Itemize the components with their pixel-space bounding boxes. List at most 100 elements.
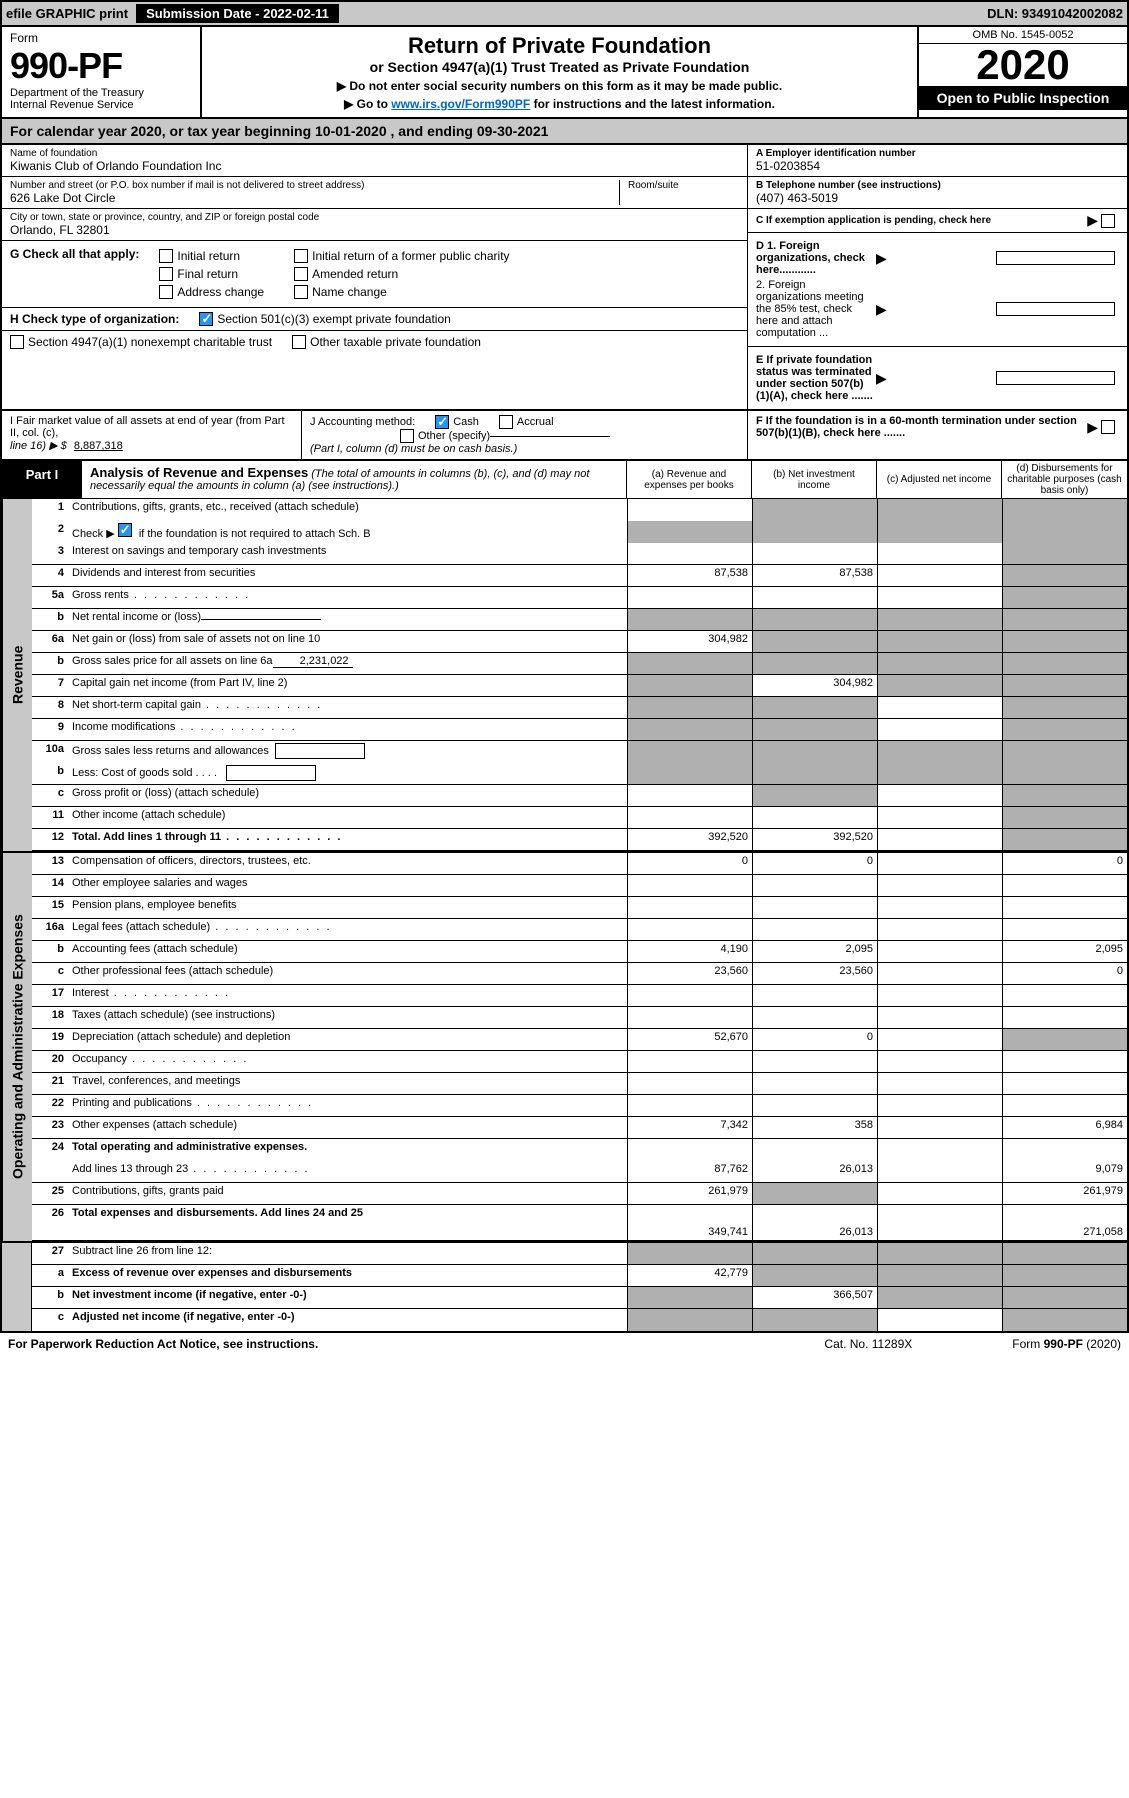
address-change-label: Address change — [177, 285, 264, 299]
ld: Total operating and administrative expen… — [68, 1139, 627, 1161]
cell: 7,342 — [627, 1117, 752, 1138]
amended-return-checkbox[interactable] — [294, 267, 308, 281]
cell: 52,670 — [627, 1029, 752, 1050]
cash-checkbox[interactable] — [435, 415, 449, 429]
ln: b — [32, 653, 68, 674]
status-terminated-checkbox[interactable] — [996, 371, 1115, 385]
foundation-name: Kiwanis Club of Orlando Foundation Inc — [10, 159, 739, 173]
ln: 8 — [32, 697, 68, 718]
tel-label: B Telephone number (see instructions) — [756, 180, 1119, 191]
sch-b-checkbox[interactable] — [118, 523, 132, 537]
part1-label: Part I — [2, 461, 82, 498]
ln: 18 — [32, 1007, 68, 1028]
ln: c — [32, 1309, 68, 1331]
l6b-d: Gross sales price for all assets on line… — [72, 655, 273, 667]
ln: 5a — [32, 587, 68, 608]
former-charity-label: Initial return of a former public charit… — [312, 249, 509, 263]
other-taxable-checkbox[interactable] — [292, 335, 306, 349]
cell: 2,095 — [1002, 941, 1127, 962]
ld: Other income (attach schedule) — [68, 807, 627, 828]
cell: 26,013 — [752, 1205, 877, 1240]
other-method-checkbox[interactable] — [400, 429, 414, 443]
accrual-checkbox[interactable] — [499, 415, 513, 429]
ln: b — [32, 763, 68, 784]
foreign-org-checkbox[interactable] — [996, 251, 1115, 265]
d1-label: D 1. Foreign organizations, check here..… — [756, 240, 873, 276]
l5b-d: Net rental income or (loss) — [72, 611, 201, 623]
fmv-value: 8,887,318 — [74, 440, 123, 452]
ln: 3 — [32, 543, 68, 564]
ln: a — [32, 1265, 68, 1286]
ln: 9 — [32, 719, 68, 740]
cell: 4,190 — [627, 941, 752, 962]
name-change-checkbox[interactable] — [294, 285, 308, 299]
line27-section: 27Subtract line 26 from line 12: aExcess… — [2, 1241, 1127, 1331]
form-title: Return of Private Foundation — [208, 33, 911, 59]
calendar-year-line: For calendar year 2020, or tax year begi… — [2, 119, 1127, 145]
form-ref: Form 990-PF (2020) — [1012, 1337, 1121, 1351]
l10b-d: Less: Cost of goods sold — [72, 767, 192, 779]
4947-checkbox[interactable] — [10, 335, 24, 349]
cell: 271,058 — [1002, 1205, 1127, 1240]
ln: 27 — [32, 1243, 68, 1264]
60month-checkbox[interactable] — [1101, 420, 1115, 434]
arrow-icon: ▶ — [876, 250, 993, 267]
cell: 2,095 — [752, 941, 877, 962]
cell: 0 — [1002, 853, 1127, 874]
initial-return-label: Initial return — [177, 249, 240, 263]
ld: Taxes (attach schedule) (see instruction… — [68, 1007, 627, 1028]
address-value: 626 Lake Dot Circle — [10, 191, 619, 205]
address-change-checkbox[interactable] — [159, 285, 173, 299]
l2-post: if the foundation is not required to att… — [136, 528, 371, 540]
col-c-header: (c) Adjusted net income — [877, 461, 1002, 498]
initial-return-checkbox[interactable] — [159, 249, 173, 263]
cell: 366,507 — [752, 1287, 877, 1308]
ld: Gross profit or (loss) (attach schedule) — [68, 785, 627, 806]
goto-suffix: for instructions and the latest informat… — [530, 97, 775, 111]
ld: Net short-term capital gain — [68, 697, 627, 718]
ein-value: 51-0203854 — [756, 159, 1119, 173]
ld: Compensation of officers, directors, tru… — [68, 853, 627, 874]
l10a-d: Gross sales less returns and allowances — [72, 745, 269, 757]
form-note-1: ▶ Do not enter social security numbers o… — [208, 79, 911, 93]
ld: Other employee salaries and wages — [68, 875, 627, 896]
city-value: Orlando, FL 32801 — [10, 223, 739, 237]
h-row: H Check type of organization: Section 50… — [2, 308, 747, 331]
ld: Add lines 13 through 23 — [68, 1161, 627, 1182]
cell: 261,979 — [627, 1183, 752, 1204]
j-note: (Part I, column (d) must be on cash basi… — [310, 443, 739, 455]
ld: Other professional fees (attach schedule… — [68, 963, 627, 984]
cell: 349,741 — [627, 1205, 752, 1240]
cell: 261,979 — [1002, 1183, 1127, 1204]
ld: Income modifications — [68, 719, 627, 740]
entity-info: Name of foundation Kiwanis Club of Orlan… — [2, 145, 1127, 411]
85pct-test-checkbox[interactable] — [996, 302, 1115, 316]
city-label: City or town, state or province, country… — [10, 212, 739, 223]
cell: 0 — [627, 853, 752, 874]
cell: 358 — [752, 1117, 877, 1138]
goto-prefix: ▶ Go to — [344, 97, 391, 111]
cell: 0 — [752, 1029, 877, 1050]
arrow-icon: ▶ — [876, 301, 993, 318]
ld: Pension plans, employee benefits — [68, 897, 627, 918]
irs-link[interactable]: www.irs.gov/Form990PF — [391, 97, 530, 111]
cell: 23,560 — [627, 963, 752, 984]
former-charity-checkbox[interactable] — [294, 249, 308, 263]
part1-header: Part I Analysis of Revenue and Expenses … — [2, 461, 1127, 499]
cell: 304,982 — [752, 675, 877, 696]
501c3-checkbox[interactable] — [199, 312, 213, 326]
exemption-pending-checkbox[interactable] — [1101, 214, 1115, 228]
ln: 12 — [32, 829, 68, 850]
ld: Less: Cost of goods sold . . . . — [68, 763, 627, 784]
i-label-2: line 16) ▶ $ — [10, 440, 67, 452]
open-public-label: Open to Public Inspection — [919, 86, 1127, 110]
tax-year: 2020 — [919, 44, 1127, 86]
ld: Gross rents — [68, 587, 627, 608]
cell: 392,520 — [627, 829, 752, 850]
ld: Interest — [68, 985, 627, 1006]
final-return-checkbox[interactable] — [159, 267, 173, 281]
i-label-1: I Fair market value of all assets at end… — [10, 415, 285, 439]
ln: 20 — [32, 1051, 68, 1072]
ln: 13 — [32, 853, 68, 874]
ld: Legal fees (attach schedule) — [68, 919, 627, 940]
